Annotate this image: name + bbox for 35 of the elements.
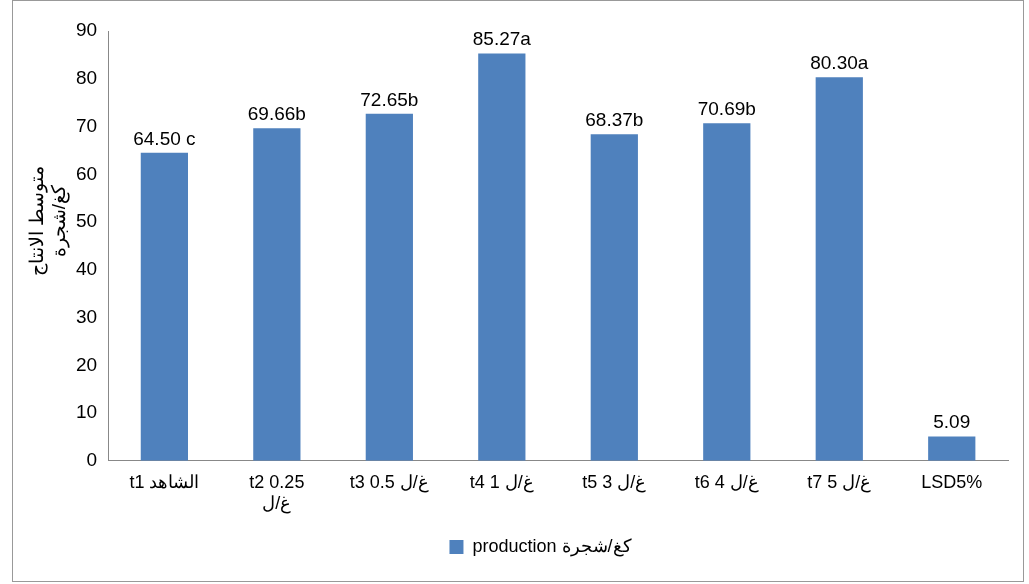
y-tick-label: 80: [75, 66, 98, 88]
y-tick-label: 70: [75, 114, 98, 136]
y-tick-label: 0: [86, 449, 98, 471]
x-tick-label: t7 5 غ/ل: [807, 471, 872, 493]
bar: [928, 436, 976, 461]
x-tick-label: LSD5%: [921, 471, 983, 492]
data-label: 5.09: [933, 411, 971, 433]
x-tick-label: t4 1 غ/ل: [469, 471, 534, 493]
bar: [478, 53, 526, 461]
data-label: 85.27a: [472, 28, 532, 50]
x-tick-label: t5 3 غ/ل: [582, 471, 647, 493]
y-tick-label: 40: [75, 258, 98, 280]
x-tick-label: t1 الشاهد: [129, 471, 200, 492]
y-tick-label: 20: [75, 353, 98, 375]
bar: [703, 123, 751, 461]
y-tick-label: 10: [75, 401, 98, 423]
y-axis-title: متوسط الانتاج كغ/شجرة: [26, 164, 70, 279]
bar: [253, 128, 301, 461]
bar: [590, 134, 638, 461]
y-tick-label: 50: [75, 210, 98, 232]
data-label: 68.37b: [585, 109, 644, 131]
x-tick-label: t6 4 غ/ل: [694, 471, 759, 493]
data-label: 69.66b: [247, 102, 306, 124]
y-tick-label: 30: [75, 305, 98, 327]
data-label: 64.50 c: [133, 127, 196, 149]
legend-label: production كغ/شجرة: [472, 535, 632, 557]
y-tick-label: 90: [75, 19, 98, 41]
data-label: 72.65b: [360, 88, 419, 110]
x-tick-label: t3 0.5 غ/ل: [349, 471, 429, 493]
y-tick-label: 60: [75, 162, 98, 184]
data-label: 80.30a: [810, 52, 869, 74]
bar: [815, 77, 863, 461]
bar: [365, 113, 413, 461]
data-label: 70.69b: [697, 97, 756, 119]
bar: [140, 152, 188, 461]
